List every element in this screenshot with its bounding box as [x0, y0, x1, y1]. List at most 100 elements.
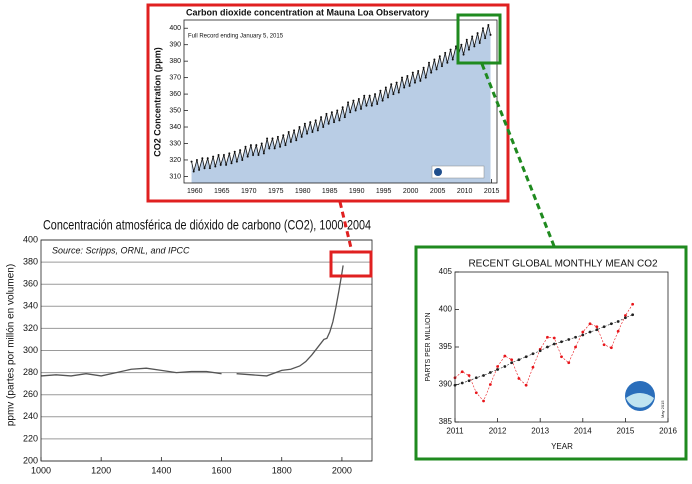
- chart-title: RECENT GLOBAL MONTHLY MEAN CO2: [468, 259, 658, 270]
- marker: [531, 365, 535, 369]
- marker: [273, 147, 276, 150]
- marker: [306, 132, 309, 135]
- marker: [330, 111, 333, 114]
- x-tick-label: 2000: [332, 465, 352, 475]
- marker: [524, 383, 528, 387]
- marker: [560, 340, 563, 344]
- y-tick-label: 395: [439, 342, 453, 351]
- marker: [379, 89, 382, 92]
- marker: [246, 155, 249, 158]
- marker: [327, 122, 330, 125]
- marker: [484, 37, 487, 40]
- marker: [276, 135, 279, 138]
- x-tick-label: 2015: [617, 426, 635, 435]
- marker: [225, 163, 228, 166]
- x-tick-label: 1960: [187, 188, 203, 195]
- marker: [271, 137, 274, 140]
- line: [40, 265, 344, 377]
- marker: [488, 383, 492, 386]
- marker: [311, 130, 314, 133]
- marker: [233, 150, 236, 153]
- x-tick-label: 1970: [241, 188, 257, 195]
- marker: [482, 374, 485, 377]
- marker: [284, 144, 287, 147]
- marker: [406, 74, 409, 77]
- marker: [322, 126, 325, 129]
- marker: [567, 338, 571, 341]
- x-tick-label: 2015: [484, 188, 500, 195]
- marker: [279, 145, 282, 148]
- marker: [368, 94, 371, 97]
- marker: [309, 121, 312, 124]
- marker: [217, 154, 220, 157]
- y-tick-label: 340: [169, 124, 181, 131]
- x-tick-label: 1990: [349, 188, 365, 195]
- marker: [454, 45, 457, 48]
- marker: [384, 86, 387, 89]
- marker: [609, 346, 613, 350]
- marker: [392, 93, 395, 96]
- marker: [287, 130, 290, 133]
- marker: [208, 167, 211, 170]
- marker: [476, 32, 479, 35]
- marker: [595, 328, 599, 332]
- marker: [574, 335, 577, 339]
- logo: [625, 381, 655, 411]
- marker: [574, 345, 577, 349]
- marker: [192, 170, 195, 173]
- marker: [417, 70, 420, 73]
- marker: [588, 322, 592, 326]
- marker: [314, 119, 317, 122]
- marker: [403, 86, 406, 89]
- marker: [244, 145, 247, 148]
- marker: [449, 48, 452, 51]
- marker: [424, 76, 427, 79]
- marker: [510, 358, 514, 362]
- marker: [482, 399, 485, 403]
- marker: [336, 109, 339, 112]
- marker: [395, 81, 398, 84]
- y-tick-label: 360: [169, 91, 181, 98]
- marker: [325, 112, 328, 115]
- marker: [266, 137, 269, 140]
- marker: [413, 81, 416, 84]
- line: [191, 24, 491, 172]
- y-tick-label: 400: [169, 25, 181, 32]
- marker: [249, 144, 252, 147]
- marker: [235, 160, 238, 163]
- x-tick-label: 1400: [151, 465, 171, 475]
- y-tick-label: 280: [23, 367, 38, 377]
- marker: [430, 71, 433, 74]
- x-tick-label: 1200: [91, 465, 111, 475]
- marker: [546, 335, 549, 339]
- marker: [298, 126, 301, 129]
- marker: [446, 61, 449, 64]
- marker: [422, 66, 425, 69]
- annotation: May 2015: [660, 400, 665, 418]
- marker: [376, 102, 379, 105]
- marker: [230, 162, 233, 165]
- marker: [435, 68, 438, 71]
- marker: [374, 93, 377, 96]
- marker: [260, 142, 263, 145]
- marker: [581, 330, 585, 334]
- x-tick-label: 1800: [272, 465, 292, 475]
- x-tick-label: 1000: [31, 465, 51, 475]
- marker: [595, 325, 599, 329]
- line: [454, 304, 633, 402]
- chart: 200 220 240 260 280 300 320 340 360 380 400 1000 120…: [23, 234, 373, 475]
- marker: [428, 61, 431, 64]
- marker: [460, 381, 464, 385]
- connector: [480, 63, 556, 247]
- marker: [473, 45, 476, 48]
- marker: [496, 368, 499, 371]
- annotation: Source: Scripps, ORNL, and IPCC: [52, 245, 190, 255]
- marker: [552, 336, 556, 340]
- marker: [496, 365, 499, 368]
- x-tick-label: 2005: [430, 188, 446, 195]
- y-tick-label: 380: [23, 256, 38, 266]
- y-tick-label: 200: [23, 455, 38, 465]
- marker: [467, 379, 471, 383]
- x-tick-label: 1975: [268, 188, 284, 195]
- marker: [517, 377, 521, 380]
